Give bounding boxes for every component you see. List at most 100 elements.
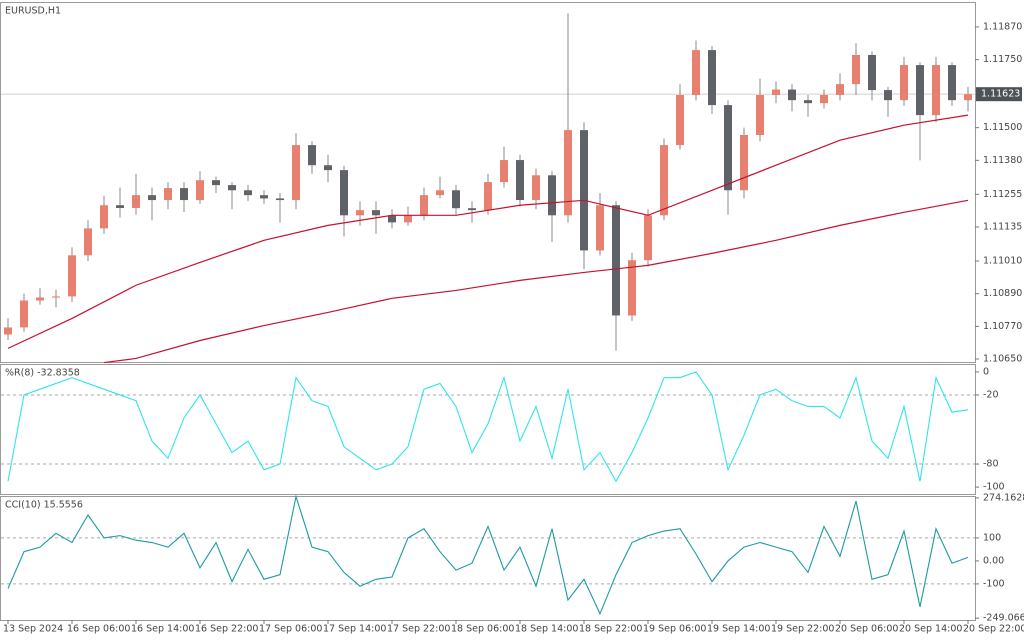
- candle-body: [20, 300, 28, 328]
- candle-body: [676, 94, 684, 146]
- candle-body: [788, 89, 796, 101]
- x-tick-label: 13 Sep 2024: [3, 624, 63, 635]
- candle-body: [132, 195, 140, 208]
- y-tick-label: 1.11135: [983, 222, 1022, 233]
- candle-body: [244, 190, 252, 196]
- candle-body: [660, 145, 668, 216]
- y-tick-label: -100: [983, 482, 1005, 493]
- candle-body: [148, 195, 156, 201]
- y-tick-label: 274.1628: [983, 492, 1024, 503]
- moving-average: [103, 199, 969, 364]
- candle-body: [372, 210, 380, 216]
- moving-average: [7, 114, 969, 349]
- y-tick-label: 1.10770: [983, 321, 1022, 332]
- candle-body: [68, 255, 76, 297]
- candle-body: [36, 297, 44, 301]
- candle-body: [84, 228, 92, 256]
- candle-body: [740, 135, 748, 191]
- candle-body: [388, 215, 396, 223]
- y-tick-label: 0: [983, 366, 989, 377]
- candle-body: [276, 198, 284, 201]
- candle-body: [916, 65, 924, 116]
- x-tick-label: 19 Sep 22:00: [771, 624, 834, 635]
- candle-body: [292, 145, 300, 201]
- y-tick-label: 1.11255: [983, 189, 1022, 200]
- y-tick-label: 1.10890: [983, 288, 1022, 299]
- y-tick-label: -249.0661: [983, 613, 1024, 624]
- pane-title: EURUSD,H1: [5, 6, 61, 17]
- y-tick-label: 1.10650: [983, 354, 1022, 365]
- y-tick-label: -20: [983, 389, 999, 400]
- candle-body: [468, 208, 476, 211]
- y-tick-label: 1.11750: [983, 54, 1022, 65]
- candle-body: [436, 190, 444, 196]
- x-tick-label: 18 Sep 14:00: [515, 624, 578, 635]
- candle-body: [692, 50, 700, 95]
- x-tick-label: 20 Sep 06:00: [835, 624, 898, 635]
- candle-body: [548, 175, 556, 216]
- y-tick-label: -100: [983, 578, 1005, 589]
- candle-body: [212, 180, 220, 186]
- candle-body: [884, 90, 892, 101]
- candle-body: [724, 105, 732, 191]
- pane-title: %R(8) -32.8358: [5, 368, 80, 379]
- candle-body: [612, 205, 620, 316]
- candle-body: [516, 160, 524, 201]
- candle-body: [964, 94, 972, 101]
- candle-body: [644, 215, 652, 261]
- candle-body: [852, 54, 860, 85]
- candle-body: [708, 50, 716, 106]
- candle-body: [900, 65, 908, 101]
- candle-body: [820, 94, 828, 104]
- y-tick-label: 100: [983, 532, 1001, 543]
- candle-body: [340, 170, 348, 216]
- x-tick-label: 19 Sep 14:00: [707, 624, 770, 635]
- x-tick-label: 18 Sep 22:00: [579, 624, 642, 635]
- candle-body: [164, 188, 172, 201]
- candle-body: [596, 205, 604, 251]
- cci-pane: [0, 496, 976, 621]
- indicator-line: [7, 494, 969, 616]
- candle-body: [772, 89, 780, 95]
- candle-body: [868, 54, 876, 91]
- y-tick-label: 1.11380: [983, 155, 1022, 166]
- candle-body: [948, 65, 956, 101]
- candle-body: [100, 205, 108, 229]
- x-tick-label: 20 Sep 22:00: [963, 624, 1024, 635]
- candle-body: [804, 100, 812, 104]
- candle-body: [756, 94, 764, 136]
- candle-body: [628, 260, 636, 316]
- candle-body: [452, 190, 460, 209]
- candle-body: [52, 296, 60, 298]
- x-tick-label: 19 Sep 06:00: [643, 624, 706, 635]
- x-tick-label: 18 Sep 06:00: [451, 624, 514, 635]
- candle-body: [356, 210, 364, 216]
- candle-body: [484, 182, 492, 211]
- candle-body: [324, 165, 332, 171]
- x-tick-label: 17 Sep 06:00: [259, 624, 322, 635]
- pane-title: CCI(10) 15.5556: [5, 500, 83, 511]
- candle-body: [308, 145, 316, 166]
- candle-body: [260, 195, 268, 199]
- candle-body: [580, 130, 588, 251]
- x-tick-label: 17 Sep 14:00: [323, 624, 386, 635]
- y-tick-label: 0.00: [983, 555, 1004, 566]
- last-price-box: [976, 87, 1022, 102]
- y-tick-label: 1.11870: [983, 21, 1022, 32]
- y-tick-label: 1.11010: [983, 256, 1022, 267]
- last-price-label: 1.11623: [981, 89, 1020, 100]
- y-tick-label: -80: [983, 459, 999, 470]
- x-tick-label: 20 Sep 14:00: [899, 624, 962, 635]
- candle-body: [420, 195, 428, 216]
- candle-body: [500, 160, 508, 183]
- candle-body: [4, 327, 12, 335]
- candle-body: [228, 185, 236, 191]
- x-tick-label: 16 Sep 22:00: [195, 624, 258, 635]
- x-tick-label: 16 Sep 06:00: [67, 624, 130, 635]
- candle-body: [196, 180, 204, 201]
- indicator-line: [7, 371, 969, 483]
- candle-body: [932, 65, 940, 116]
- wpr-pane: [0, 364, 976, 495]
- candle-body: [404, 215, 412, 223]
